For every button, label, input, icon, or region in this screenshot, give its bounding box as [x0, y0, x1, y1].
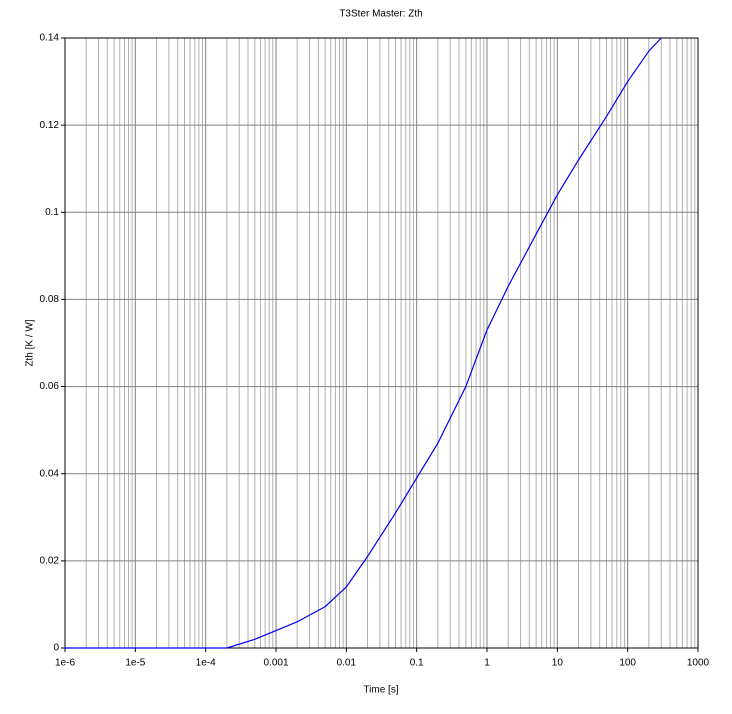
- x-tick-label: 1000: [687, 658, 710, 669]
- x-tick-label: 10: [552, 658, 564, 669]
- x-tick-label: 1e-4: [196, 658, 216, 669]
- plot-frame: [64, 37, 699, 649]
- x-tick-label: 1: [484, 658, 490, 669]
- data-line: [65, 37, 662, 649]
- x-tick-label: 0.001: [263, 658, 288, 669]
- x-tick-label: 1e-5: [125, 658, 145, 669]
- y-tick-label: 0.14: [40, 33, 60, 44]
- y-tick-label: 0: [53, 643, 59, 654]
- x-tick-label: 0.1: [410, 658, 424, 669]
- y-axis-label: Zth [K / W]: [25, 319, 36, 366]
- x-axis-label: Time [s]: [363, 685, 398, 696]
- y-tick-label: 0.06: [40, 381, 60, 392]
- y-tick-label: 0.04: [40, 468, 60, 479]
- x-tick-label: 0.01: [337, 658, 357, 669]
- y-tick-label: 0.1: [45, 207, 59, 218]
- x-tick-label: 100: [619, 658, 636, 669]
- x-tick-label: 1e-6: [55, 658, 75, 669]
- y-tick-label: 0.02: [40, 555, 60, 566]
- y-tick-label: 0.08: [40, 294, 60, 305]
- y-tick-label: 0.12: [40, 120, 60, 131]
- chart-title: T3Ster Master: Zth: [339, 9, 422, 20]
